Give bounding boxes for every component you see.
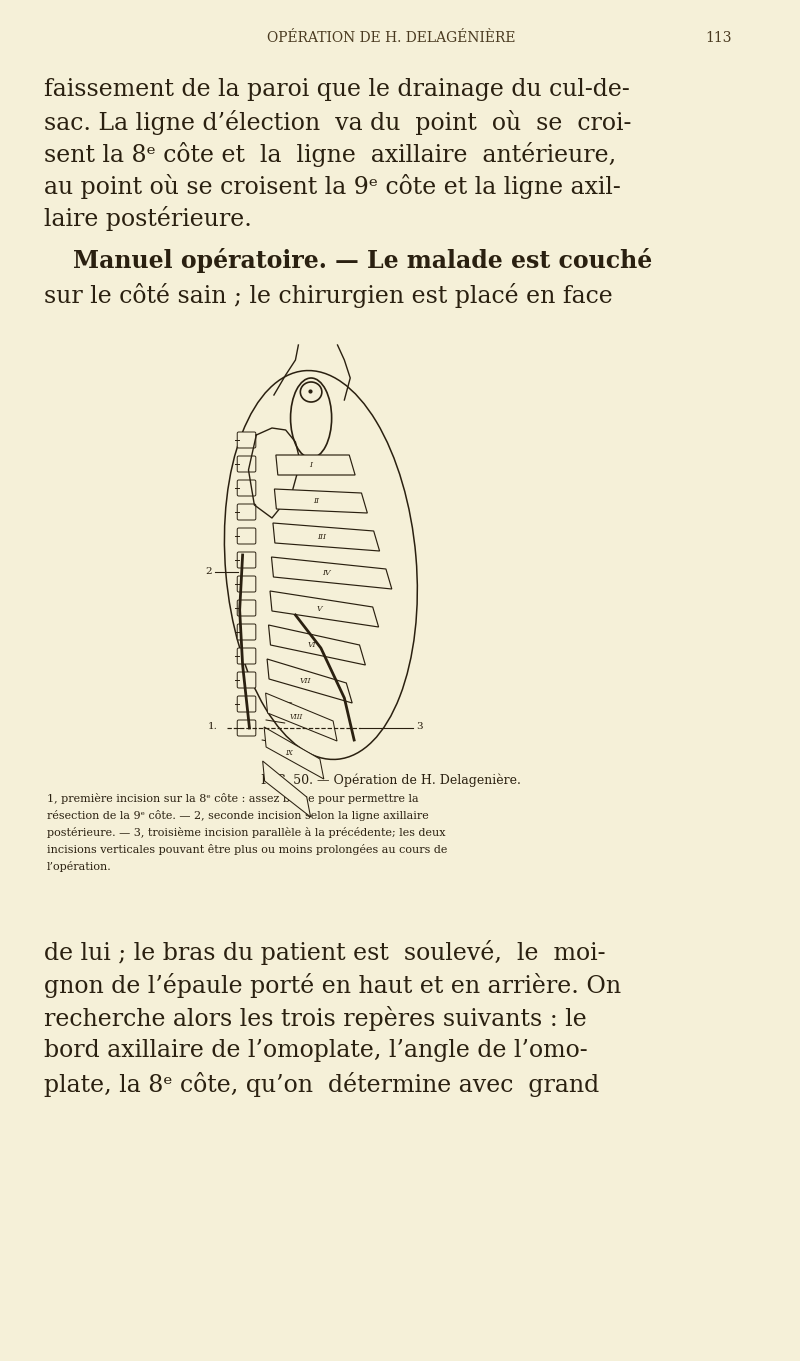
- Polygon shape: [249, 427, 300, 519]
- Polygon shape: [271, 557, 392, 589]
- Text: FᴊG. 50. — Opération de H. Delagenière.: FᴊG. 50. — Opération de H. Delagenière.: [262, 773, 522, 787]
- FancyBboxPatch shape: [238, 576, 256, 592]
- Text: II: II: [314, 497, 319, 505]
- FancyBboxPatch shape: [238, 528, 256, 544]
- Text: 1.: 1.: [207, 721, 217, 731]
- Polygon shape: [267, 659, 352, 704]
- Text: au point où se croisent la 9ᵉ côte et la ligne axil-: au point où se croisent la 9ᵉ côte et la…: [44, 174, 621, 199]
- FancyBboxPatch shape: [238, 504, 256, 520]
- Polygon shape: [270, 591, 378, 627]
- Text: 1, première incision sur la 8ᵉ côte : assez basse pour permettre la: 1, première incision sur la 8ᵉ côte : as…: [47, 793, 418, 804]
- Polygon shape: [266, 693, 337, 740]
- Text: gnon de l’épaule porté en haut et en arrière. On: gnon de l’épaule porté en haut et en arr…: [44, 973, 621, 998]
- Text: sur le côté sain ; le chirurgien est placé en face: sur le côté sain ; le chirurgien est pla…: [44, 283, 613, 308]
- FancyBboxPatch shape: [238, 456, 256, 472]
- Text: sac. La ligne d’élection  va du  point  où  se  croi-: sac. La ligne d’élection va du point où …: [44, 110, 631, 135]
- FancyBboxPatch shape: [238, 648, 256, 664]
- Text: recherche alors les trois repères suivants : le: recherche alors les trois repères suivan…: [44, 1006, 586, 1032]
- Text: OPÉRATION DE H. DELAGÉNIÈRE: OPÉRATION DE H. DELAGÉNIÈRE: [267, 31, 515, 45]
- FancyBboxPatch shape: [238, 672, 256, 689]
- Text: l’opération.: l’opération.: [47, 862, 112, 872]
- Text: VIII: VIII: [290, 713, 302, 721]
- Text: 3: 3: [417, 721, 423, 731]
- Text: faissement de la paroi que le drainage du cul-de-: faissement de la paroi que le drainage d…: [44, 78, 630, 101]
- Polygon shape: [269, 625, 366, 666]
- Text: résection de la 9ᵉ côte. — 2, seconde incision selon la ligne axillaire: résection de la 9ᵉ côte. — 2, seconde in…: [47, 810, 429, 821]
- FancyBboxPatch shape: [238, 431, 256, 448]
- Text: IV: IV: [322, 569, 330, 577]
- Text: bord axillaire de l’omoplate, l’angle de l’omo-: bord axillaire de l’omoplate, l’angle de…: [44, 1038, 588, 1062]
- Text: I: I: [310, 461, 313, 470]
- Text: VI: VI: [308, 641, 317, 649]
- Text: 2: 2: [206, 566, 212, 576]
- Polygon shape: [264, 727, 324, 778]
- Text: laire postérieure.: laire postérieure.: [44, 206, 252, 231]
- FancyBboxPatch shape: [238, 553, 256, 568]
- FancyBboxPatch shape: [238, 623, 256, 640]
- Polygon shape: [274, 489, 367, 513]
- Text: Manuel opératoire. — Le malade est couché: Manuel opératoire. — Le malade est couch…: [74, 248, 653, 274]
- Text: incisions verticales pouvant être plus ou moins prolongées au cours de: incisions verticales pouvant être plus o…: [47, 844, 447, 855]
- Text: de lui ; le bras du patient est  soulevé,  le  moi-: de lui ; le bras du patient est soulevé,…: [44, 940, 606, 965]
- Text: 113: 113: [706, 31, 732, 45]
- Text: sent la 8ᵉ côte et  la  ligne  axillaire  antérieure,: sent la 8ᵉ côte et la ligne axillaire an…: [44, 142, 616, 167]
- Polygon shape: [262, 761, 310, 817]
- Text: postérieure. — 3, troisième incision parallèle à la précédente; les deux: postérieure. — 3, troisième incision par…: [47, 827, 446, 838]
- Text: III: III: [317, 534, 326, 542]
- Ellipse shape: [300, 382, 322, 401]
- Text: VII: VII: [299, 676, 311, 685]
- Text: plate, la 8ᵉ côte, qu’on  détermine avec  grand: plate, la 8ᵉ côte, qu’on détermine avec …: [44, 1072, 599, 1097]
- Text: IX: IX: [286, 749, 293, 757]
- Polygon shape: [273, 523, 379, 551]
- FancyBboxPatch shape: [238, 480, 256, 495]
- Polygon shape: [276, 455, 355, 475]
- FancyBboxPatch shape: [238, 720, 256, 736]
- Ellipse shape: [290, 378, 332, 459]
- FancyBboxPatch shape: [238, 600, 256, 617]
- Text: V: V: [317, 606, 322, 612]
- FancyBboxPatch shape: [238, 695, 256, 712]
